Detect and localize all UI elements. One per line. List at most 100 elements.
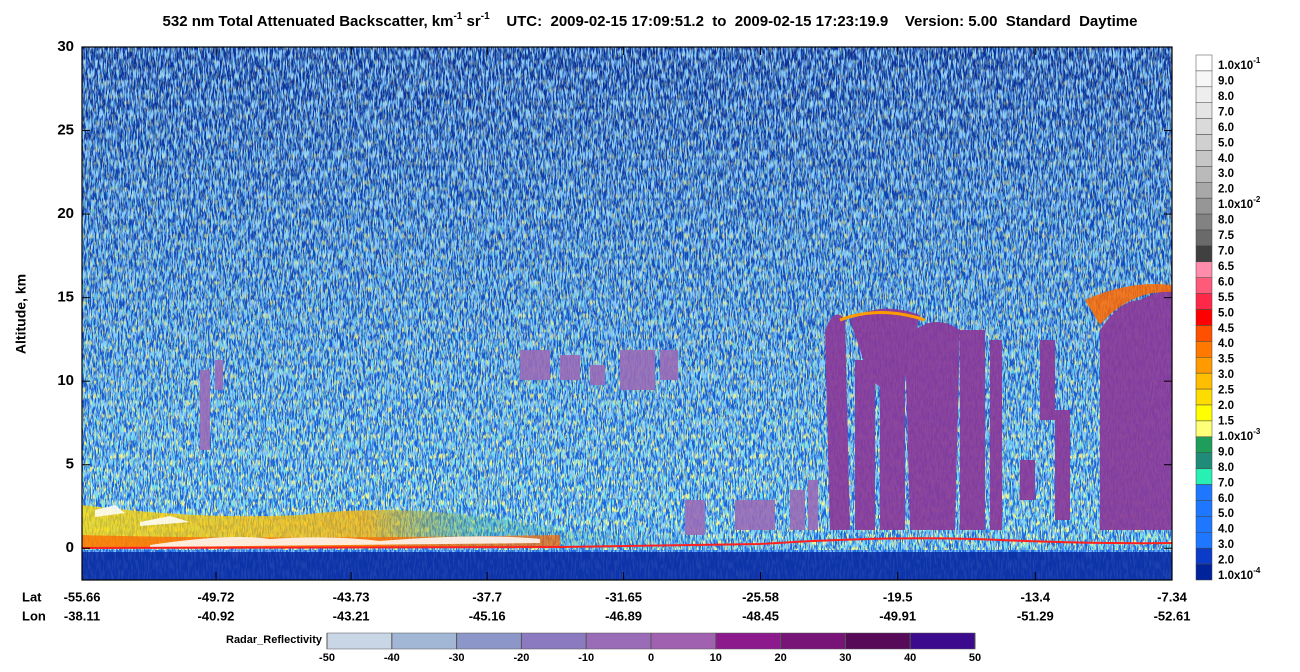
colorbar-label: 3.0	[1218, 168, 1234, 180]
colorbar-label: 8.0	[1218, 91, 1234, 103]
colorbar-label: 8.0	[1218, 215, 1234, 227]
colorbar-swatch	[1195, 70, 1213, 88]
lat-tick-label: -25.58	[742, 589, 779, 604]
colorbar-label: 2.0	[1218, 555, 1234, 567]
colorbar-label: 7.0	[1218, 477, 1234, 489]
radar-tick-label: 0	[648, 652, 654, 664]
radar-swatch	[456, 632, 522, 650]
colorbar-label: 1.5	[1218, 415, 1235, 427]
colorbar-swatch	[1195, 150, 1213, 167]
y-tick-label: 5	[66, 456, 74, 473]
colorbar-label: 5.0	[1218, 508, 1234, 520]
colorbar-swatch	[1195, 468, 1213, 485]
colorbar-swatch	[1195, 229, 1213, 247]
lat-tick-label: -55.66	[64, 589, 101, 604]
colorbar-label: 2.0	[1218, 184, 1234, 196]
colorbar-label: 5.0	[1218, 137, 1234, 149]
colorbar-swatch	[1195, 86, 1213, 103]
lon-tick-label: -52.61	[1154, 608, 1191, 623]
plot-frame	[81, 46, 1173, 581]
colorbar-label: 7.5	[1218, 230, 1235, 242]
colorbar-label: 3.0	[1218, 369, 1234, 381]
backscatter-image	[81, 47, 1173, 580]
colorbar-label: 4.0	[1218, 153, 1234, 165]
colorbar-swatch	[1195, 325, 1213, 342]
radar-tick-label: -10	[578, 652, 594, 664]
colorbar-swatch	[1195, 563, 1213, 581]
colorbar-swatch	[1195, 532, 1213, 549]
colorbar-label: 4.5	[1218, 323, 1235, 335]
colorbar-swatch	[1195, 197, 1213, 215]
colorbar-swatch	[1195, 436, 1213, 453]
colorbar-label: 2.0	[1218, 400, 1234, 412]
colorbar-swatch	[1195, 213, 1213, 231]
colorbar-swatch	[1195, 182, 1213, 199]
lat-label: Lat	[22, 589, 42, 604]
colorbar-label: 7.0	[1218, 106, 1234, 118]
radar-label: Radar_Reflectivity	[226, 634, 323, 646]
y-tick-label: 30	[57, 38, 74, 55]
colorbar-swatch	[1195, 293, 1213, 310]
lon-tick-label: -40.92	[198, 608, 235, 623]
lon-tick-label: -51.29	[1017, 608, 1054, 623]
lat-tick-label: -49.72	[198, 589, 235, 604]
radar-tick-label: -40	[384, 652, 400, 664]
colorbar-label: 9.0	[1218, 446, 1234, 458]
colorbar-swatch	[1195, 309, 1213, 326]
radar-tick-label: 20	[774, 652, 786, 664]
colorbar-label: 6.0	[1218, 122, 1234, 134]
colorbar-label: 1.0x10-2	[1218, 195, 1261, 211]
lon-tick-label: -45.16	[469, 608, 506, 623]
colorbar-swatch	[1195, 420, 1213, 438]
colorbar-swatch	[1195, 277, 1213, 294]
colorbar-swatch	[1195, 341, 1213, 358]
lat-tick-label: -13.4	[1020, 589, 1050, 604]
y-tick-label: 15	[57, 289, 74, 306]
colorbar-label: 5.5	[1218, 292, 1235, 304]
colorbar-swatch	[1195, 54, 1213, 72]
radar-tick-label: 30	[839, 652, 851, 664]
lon-tick-label: -43.21	[333, 608, 370, 623]
colorbar-swatch	[1195, 500, 1213, 517]
colorbar-label: 1.0x10-4	[1218, 566, 1261, 582]
lat-tick-label: -19.5	[883, 589, 913, 604]
colorbar-swatch	[1195, 372, 1213, 390]
lon-tick-label: -48.45	[742, 608, 779, 623]
lon-tick-label: -49.91	[879, 608, 916, 623]
lat-tick-label: -7.34	[1157, 589, 1187, 604]
radar-swatch	[326, 632, 393, 650]
radar-swatch	[715, 632, 781, 650]
radar-tick-label: -50	[319, 652, 335, 664]
colorbar-label: 9.0	[1218, 75, 1234, 87]
colorbar-label-exp: -4	[1253, 566, 1261, 575]
lon-tick-label: -38.11	[64, 608, 100, 623]
colorbar-swatch	[1195, 102, 1213, 119]
y-tick-label: 0	[66, 539, 74, 556]
colorbar-label: 1.0x10-1	[1218, 56, 1261, 72]
radar-swatch	[780, 632, 846, 650]
colorbar-swatch	[1195, 245, 1213, 263]
colorbar-label-exp: -3	[1253, 427, 1261, 436]
colorbar-label: 6.0	[1218, 276, 1234, 288]
radar-swatch	[391, 632, 457, 650]
colorbar-label-base: 1.0x10	[1218, 431, 1253, 443]
colorbar-label: 4.0	[1218, 524, 1234, 536]
colorbar-swatch	[1195, 118, 1213, 135]
y-tick-label: 25	[57, 122, 74, 139]
radar-tick-label: -30	[449, 652, 465, 664]
lon-tick-label: -46.89	[605, 608, 642, 623]
radar-swatch	[845, 632, 911, 650]
colorbar-swatch	[1195, 166, 1213, 183]
colorbar-label: 2.5	[1218, 385, 1235, 397]
colorbar-swatch	[1195, 357, 1213, 374]
colorbar-swatch	[1195, 484, 1213, 501]
lat-tick-label: -31.65	[605, 589, 642, 604]
colorbar-label-base: 1.0x10	[1218, 570, 1253, 582]
colorbar-label-base: 1.0x10	[1218, 60, 1253, 72]
colorbar-label: 1.0x10-3	[1218, 427, 1261, 443]
y-tick-label: 20	[57, 205, 74, 222]
lon-label: Lon	[22, 608, 46, 623]
colorbar-label-exp: -1	[1253, 56, 1261, 65]
colorbar-swatch	[1195, 547, 1213, 565]
